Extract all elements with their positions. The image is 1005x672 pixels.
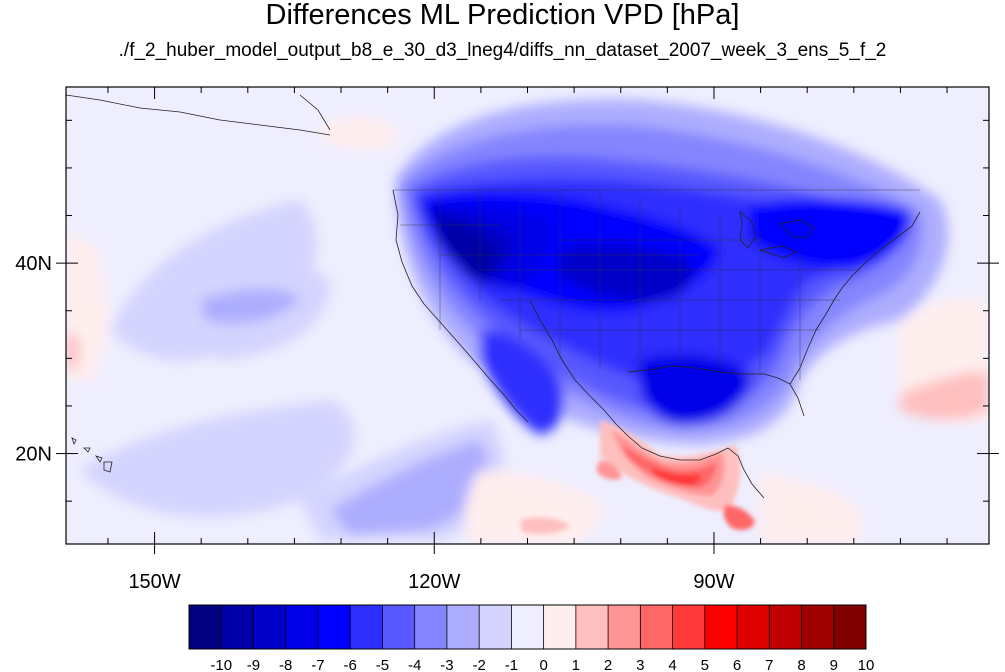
y-tick-label: 20N [15,444,52,466]
colorbar-label: -9 [247,657,260,672]
colorbar-label: 1 [572,657,580,672]
colorbar-label: 8 [797,657,805,672]
colorbar-swatch [801,605,835,649]
colorbar-labels: -10 -9 -8 -7 -6 -5 -4 -3 -2 -1 0 1 2 3 4 5 6 7 8 9 10 [210,657,874,672]
colorbar-label: 2 [604,657,612,672]
colorbar-swatch [608,605,641,649]
plot-title: Differences ML Prediction VPD [hPa] [265,0,740,31]
colorbar-label: 3 [636,657,644,672]
colorbar-label: -1 [505,657,518,672]
colorbar-label: -3 [440,657,453,672]
axis-ticks [56,87,999,554]
colorbar-label: -10 [210,657,232,672]
colorbar-label: -4 [408,657,421,672]
map-panel [66,87,989,544]
colorbar-label: 5 [701,657,709,672]
colorbar-swatch [350,605,383,649]
x-tick-label: 150W [128,571,180,593]
colorbar-swatch [704,605,738,649]
x-tick-label: 120W [408,571,460,593]
plot-subtitle: ./f_2_huber_model_output_b8_e_30_d3_lneg… [118,40,887,61]
colorbar-swatch [382,605,416,649]
state-borders [393,189,920,380]
colorbar-swatch [189,605,222,649]
colorbar-label: -8 [279,657,292,672]
positive-anomaly-patches [520,420,755,534]
colorbar [188,604,867,650]
colorbar-swatch [317,605,351,649]
colorbar-label: 10 [858,657,875,672]
colorbar-label: -2 [472,657,485,672]
colorbar-label: 7 [765,657,773,672]
colorbar-label: 9 [830,657,838,672]
colorbar-frame [188,604,867,650]
colorbar-swatch [833,605,867,649]
colorbar-label: 4 [668,657,676,672]
colorbar-label: 0 [539,657,547,672]
colorbar-swatch [414,605,448,649]
colorbar-label: 6 [733,657,741,672]
colorbar-label: -6 [344,657,357,672]
coastlines [66,94,921,499]
hawaii-islands [71,437,113,473]
colorbar-swatch [737,605,770,649]
x-tick-label: 90W [693,571,734,593]
colorbar-swatch [640,605,674,649]
colorbar-swatch [672,605,706,649]
axis-tick-labels: 150W 120W 90W 40N 20N [15,253,734,593]
colorbar-label: -7 [311,657,324,672]
colorbar-swatch [769,605,803,649]
colorbar-label: -5 [376,657,389,672]
colorbar-swatch [285,605,319,649]
colorbar-swatch [543,605,577,649]
colorbar-swatch [446,605,480,649]
colorbar-swatch [221,605,254,649]
colorbar-swatch [253,605,287,649]
y-tick-label: 40N [15,253,52,275]
field-shading [66,99,989,544]
colorbar-swatch [511,605,545,649]
colorbar-swatch [479,605,512,649]
colorbar-swatch [575,605,609,649]
